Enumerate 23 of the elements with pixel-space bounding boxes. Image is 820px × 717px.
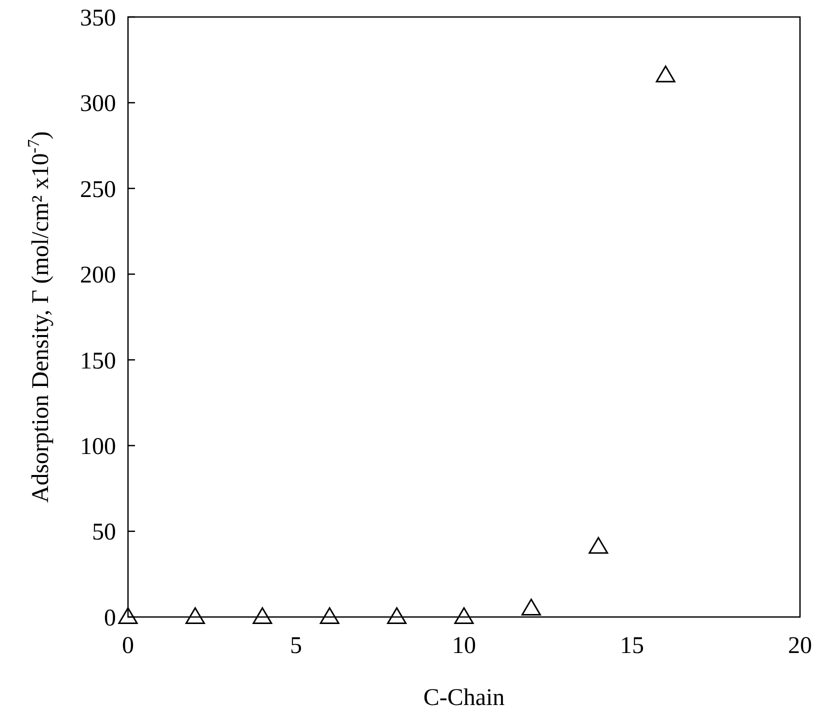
point — [252, 607, 272, 624]
y-tick-label: 150 — [80, 348, 116, 374]
point — [521, 598, 541, 616]
y-tick-label: 250 — [80, 176, 116, 203]
y-tick-label: 0 — [104, 605, 116, 632]
point — [387, 607, 407, 624]
x-tick-label: 5 — [290, 633, 302, 659]
point — [656, 66, 676, 82]
y-tick-label: 100 — [80, 434, 116, 460]
point — [588, 536, 608, 554]
point — [118, 607, 138, 624]
y-tick-label: 200 — [80, 262, 116, 289]
point — [185, 607, 205, 624]
x-tick-label: 15 — [620, 633, 644, 659]
x-tick-label: 0 — [122, 633, 134, 659]
point — [454, 607, 474, 624]
y-tick-label: 350 — [80, 5, 116, 32]
x-tick-label: 20 — [788, 633, 812, 659]
x-tick-label: 10 — [452, 633, 476, 659]
y-tick-label: 50 — [92, 520, 116, 546]
y-tick-label: 300 — [80, 91, 116, 118]
x-axis-title: C-Chain — [423, 685, 505, 711]
point — [320, 607, 340, 624]
